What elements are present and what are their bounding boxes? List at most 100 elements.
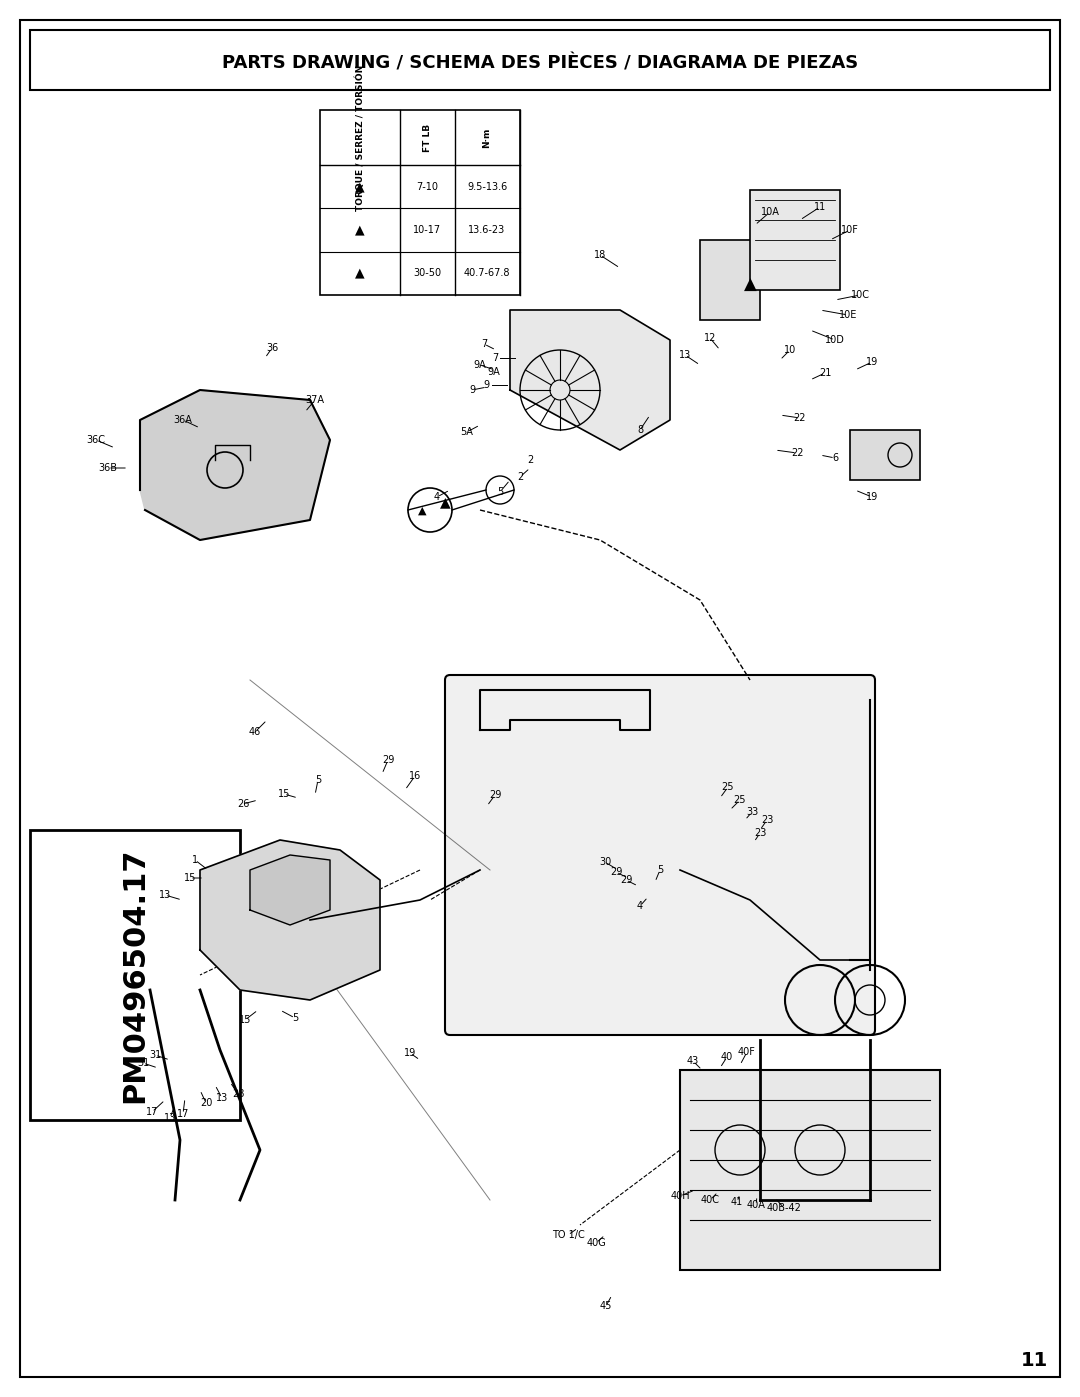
Text: 29: 29 bbox=[620, 875, 632, 886]
Text: 13.6-23: 13.6-23 bbox=[469, 225, 505, 235]
Text: 28: 28 bbox=[232, 1090, 244, 1099]
Text: 40A: 40A bbox=[746, 1200, 766, 1210]
Text: 13: 13 bbox=[679, 351, 691, 360]
Text: 16: 16 bbox=[409, 771, 421, 781]
Text: 4: 4 bbox=[637, 901, 643, 911]
Text: ▲: ▲ bbox=[355, 224, 365, 236]
Text: 18: 18 bbox=[594, 250, 606, 260]
Text: PARTS DRAWING / SCHEMA DES PIÈCES / DIAGRAMA DE PIEZAS: PARTS DRAWING / SCHEMA DES PIÈCES / DIAG… bbox=[221, 54, 859, 73]
Text: 36C: 36C bbox=[86, 434, 106, 446]
Text: 40: 40 bbox=[720, 1052, 733, 1062]
Text: 31: 31 bbox=[149, 1051, 161, 1060]
Text: TORQUE / SERREZ / TORSIÓN: TORQUE / SERREZ / TORSIÓN bbox=[355, 64, 365, 211]
Text: 10: 10 bbox=[784, 345, 796, 355]
Text: 40G: 40G bbox=[586, 1238, 606, 1248]
FancyBboxPatch shape bbox=[445, 675, 875, 1035]
Polygon shape bbox=[249, 855, 330, 925]
Text: 13: 13 bbox=[164, 1113, 176, 1123]
Bar bbox=[750, 190, 840, 291]
Bar bbox=[30, 29, 1050, 89]
Text: 5: 5 bbox=[315, 775, 321, 785]
Text: 40C: 40C bbox=[701, 1194, 719, 1206]
Text: 46: 46 bbox=[248, 726, 261, 738]
Text: 8: 8 bbox=[637, 425, 643, 434]
Text: 21: 21 bbox=[819, 367, 832, 379]
Text: 23: 23 bbox=[760, 814, 773, 826]
Text: 15: 15 bbox=[239, 1016, 252, 1025]
Bar bbox=[700, 240, 760, 320]
Bar bbox=[680, 1070, 940, 1270]
Text: 36A: 36A bbox=[174, 415, 192, 425]
Text: 9: 9 bbox=[469, 386, 475, 395]
Text: ▲: ▲ bbox=[440, 495, 450, 509]
Text: 36B: 36B bbox=[98, 462, 118, 474]
Text: 13: 13 bbox=[159, 890, 171, 900]
Text: ▲: ▲ bbox=[744, 277, 756, 293]
Text: 2: 2 bbox=[517, 472, 523, 482]
Text: 36: 36 bbox=[266, 344, 279, 353]
Text: 1: 1 bbox=[192, 855, 198, 865]
Text: 9A: 9A bbox=[487, 367, 500, 377]
Text: 29: 29 bbox=[489, 789, 501, 800]
Text: 7: 7 bbox=[481, 339, 487, 349]
Bar bbox=[320, 110, 519, 295]
Text: 40B-42: 40B-42 bbox=[767, 1203, 801, 1213]
Text: 4: 4 bbox=[434, 492, 440, 502]
Text: ▲: ▲ bbox=[355, 267, 365, 279]
Text: 31: 31 bbox=[137, 1058, 149, 1067]
Text: 5: 5 bbox=[292, 1013, 298, 1023]
Text: 10A: 10A bbox=[760, 207, 780, 217]
Text: 9.5-13.6: 9.5-13.6 bbox=[467, 182, 508, 191]
Text: 10-17: 10-17 bbox=[413, 225, 441, 235]
Text: 19: 19 bbox=[866, 358, 878, 367]
Text: 17: 17 bbox=[177, 1109, 189, 1119]
Text: 17: 17 bbox=[146, 1106, 158, 1118]
Text: ▲: ▲ bbox=[418, 506, 427, 515]
Text: 7: 7 bbox=[491, 353, 498, 363]
Bar bbox=[30, 830, 240, 1120]
Text: 29: 29 bbox=[610, 868, 622, 877]
Text: 19: 19 bbox=[404, 1048, 416, 1058]
Text: 19: 19 bbox=[866, 492, 878, 502]
Text: 5A: 5A bbox=[460, 427, 473, 437]
Text: 15: 15 bbox=[278, 789, 291, 799]
Text: 10C: 10C bbox=[851, 291, 869, 300]
Text: 25: 25 bbox=[721, 782, 734, 792]
Text: 37A: 37A bbox=[306, 395, 324, 405]
Text: 22: 22 bbox=[794, 414, 807, 423]
Text: 5: 5 bbox=[497, 488, 503, 497]
Text: 29: 29 bbox=[382, 754, 394, 766]
Text: 11: 11 bbox=[814, 203, 826, 212]
Text: 6: 6 bbox=[832, 453, 838, 462]
Text: 25: 25 bbox=[733, 795, 746, 805]
Text: 40H: 40H bbox=[671, 1192, 690, 1201]
Text: 20: 20 bbox=[200, 1098, 212, 1108]
Text: 10E: 10E bbox=[839, 310, 858, 320]
Text: ▲: ▲ bbox=[355, 180, 365, 193]
Bar bbox=[850, 430, 920, 481]
Text: 12: 12 bbox=[704, 332, 716, 344]
Text: 5: 5 bbox=[657, 865, 663, 875]
Text: 9: 9 bbox=[484, 380, 490, 390]
Polygon shape bbox=[140, 390, 330, 541]
Text: 15: 15 bbox=[184, 873, 197, 883]
Text: 41: 41 bbox=[731, 1197, 743, 1207]
Text: FT LB: FT LB bbox=[422, 123, 432, 151]
Text: 7-10: 7-10 bbox=[416, 182, 438, 191]
Text: 40.7-67.8: 40.7-67.8 bbox=[463, 268, 510, 278]
Text: 10D: 10D bbox=[825, 335, 845, 345]
Text: PM0496504.17: PM0496504.17 bbox=[121, 847, 149, 1102]
Text: 26: 26 bbox=[237, 799, 249, 809]
Text: TO 1/C: TO 1/C bbox=[552, 1229, 584, 1241]
Text: 13: 13 bbox=[216, 1092, 228, 1104]
Text: 9A: 9A bbox=[474, 360, 486, 370]
Text: 2: 2 bbox=[527, 455, 534, 465]
Polygon shape bbox=[510, 310, 670, 450]
Text: 30-50: 30-50 bbox=[413, 268, 441, 278]
Text: 23: 23 bbox=[754, 828, 766, 838]
Text: 40F: 40F bbox=[738, 1046, 756, 1058]
Polygon shape bbox=[200, 840, 380, 1000]
Text: 11: 11 bbox=[1021, 1351, 1048, 1370]
Text: 33: 33 bbox=[746, 807, 758, 817]
Text: 45: 45 bbox=[599, 1301, 612, 1310]
